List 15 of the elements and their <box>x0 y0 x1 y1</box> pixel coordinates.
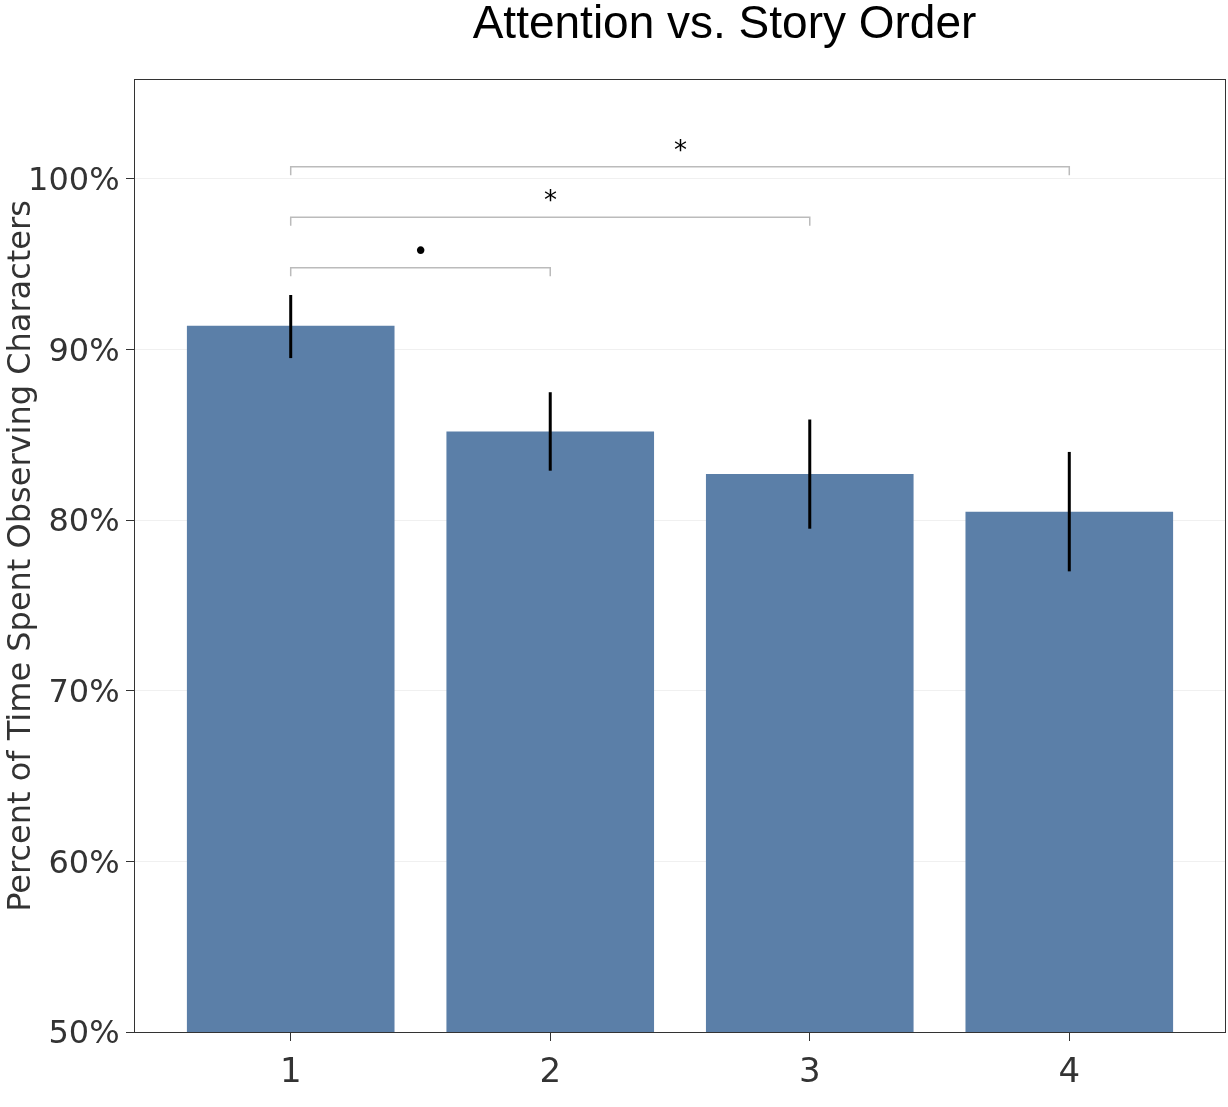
x-tick-label: 2 <box>539 1049 562 1090</box>
annotation: • <box>413 236 429 266</box>
y-tick-label: 90% <box>48 330 120 369</box>
y-axis-title: Percent of Time Spent Observing Characters <box>0 200 38 912</box>
annotation: * <box>674 135 687 165</box>
y-tick-label: 100% <box>28 160 120 199</box>
chart-title: Attention vs. Story Order <box>472 0 977 48</box>
x-tick-label: 1 <box>279 1049 302 1090</box>
y-tick-label: 80% <box>48 501 120 540</box>
annotation: * <box>544 185 557 215</box>
x-tick-label: 3 <box>798 1049 821 1090</box>
x-tick-label: 4 <box>1058 1049 1081 1090</box>
y-tick-label: 60% <box>48 842 120 881</box>
y-tick-label: 70% <box>48 671 120 710</box>
y-tick-label: 50% <box>48 1013 120 1052</box>
